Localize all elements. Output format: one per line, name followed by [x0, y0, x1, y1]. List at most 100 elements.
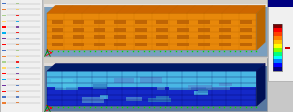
- Bar: [2, 21, 6, 23]
- Polygon shape: [47, 14, 256, 51]
- Bar: [156, 36, 168, 40]
- Polygon shape: [47, 71, 256, 106]
- Bar: [240, 29, 252, 32]
- Bar: [273, 68, 282, 72]
- Bar: [188, 85, 212, 90]
- Bar: [93, 36, 105, 40]
- Bar: [0, 0, 42, 112]
- Bar: [219, 36, 231, 40]
- Bar: [273, 64, 282, 68]
- Bar: [93, 84, 107, 89]
- Bar: [219, 43, 231, 47]
- Bar: [2, 79, 6, 81]
- Polygon shape: [256, 64, 265, 106]
- Bar: [2, 62, 6, 63]
- Bar: [126, 97, 142, 101]
- Bar: [16, 39, 19, 40]
- Bar: [100, 95, 108, 99]
- Bar: [2, 10, 6, 11]
- Bar: [16, 62, 19, 63]
- Bar: [156, 43, 168, 47]
- Bar: [114, 78, 134, 83]
- Bar: [52, 21, 63, 25]
- Bar: [47, 71, 256, 87]
- Bar: [268, 0, 293, 82]
- Bar: [2, 73, 6, 75]
- Bar: [2, 97, 6, 98]
- Bar: [2, 4, 6, 5]
- Bar: [219, 83, 232, 86]
- Bar: [240, 21, 252, 25]
- Bar: [44, 5, 267, 8]
- Polygon shape: [47, 6, 265, 14]
- Bar: [16, 91, 19, 92]
- Bar: [206, 87, 230, 90]
- Bar: [16, 56, 19, 57]
- Bar: [55, 87, 67, 90]
- Bar: [16, 27, 19, 28]
- Bar: [135, 21, 147, 25]
- Bar: [115, 29, 126, 32]
- Bar: [273, 40, 282, 44]
- Bar: [2, 27, 6, 29]
- Bar: [273, 56, 282, 60]
- Bar: [273, 25, 282, 29]
- Bar: [198, 29, 210, 32]
- Bar: [2, 45, 6, 46]
- Bar: [273, 44, 282, 48]
- Bar: [115, 36, 126, 40]
- Bar: [177, 43, 189, 47]
- Bar: [2, 33, 6, 34]
- Bar: [177, 29, 189, 32]
- Bar: [115, 43, 126, 47]
- Bar: [177, 21, 189, 25]
- Bar: [16, 45, 19, 46]
- Polygon shape: [256, 6, 265, 51]
- Bar: [16, 16, 19, 17]
- Bar: [135, 36, 147, 40]
- Bar: [16, 21, 19, 23]
- Bar: [268, 0, 293, 8]
- Bar: [273, 32, 282, 36]
- Polygon shape: [47, 64, 265, 71]
- Bar: [44, 58, 267, 63]
- Bar: [16, 4, 19, 5]
- Bar: [156, 29, 168, 32]
- Bar: [16, 73, 19, 75]
- Bar: [273, 25, 282, 72]
- Bar: [16, 102, 19, 103]
- Bar: [273, 52, 282, 56]
- Bar: [44, 0, 267, 5]
- Bar: [2, 102, 6, 104]
- Bar: [156, 96, 169, 100]
- Bar: [2, 85, 6, 86]
- Bar: [44, 63, 267, 67]
- Bar: [73, 29, 84, 32]
- Bar: [2, 91, 6, 92]
- Bar: [198, 89, 208, 94]
- Bar: [93, 21, 105, 25]
- Bar: [52, 29, 63, 32]
- Bar: [285, 47, 290, 50]
- Bar: [44, 58, 267, 111]
- Bar: [240, 43, 252, 47]
- Bar: [16, 33, 19, 34]
- Bar: [273, 29, 282, 32]
- Bar: [52, 43, 63, 47]
- Bar: [219, 29, 231, 32]
- Bar: [115, 21, 126, 25]
- Bar: [52, 36, 63, 40]
- Bar: [198, 43, 210, 47]
- Bar: [16, 50, 19, 51]
- Bar: [2, 56, 6, 57]
- Bar: [135, 29, 147, 32]
- Bar: [273, 36, 282, 40]
- Bar: [198, 36, 210, 40]
- Bar: [273, 48, 282, 52]
- Bar: [198, 21, 210, 25]
- Bar: [148, 98, 171, 102]
- Bar: [63, 84, 78, 90]
- Bar: [273, 60, 282, 64]
- Bar: [219, 21, 231, 25]
- Bar: [73, 43, 84, 47]
